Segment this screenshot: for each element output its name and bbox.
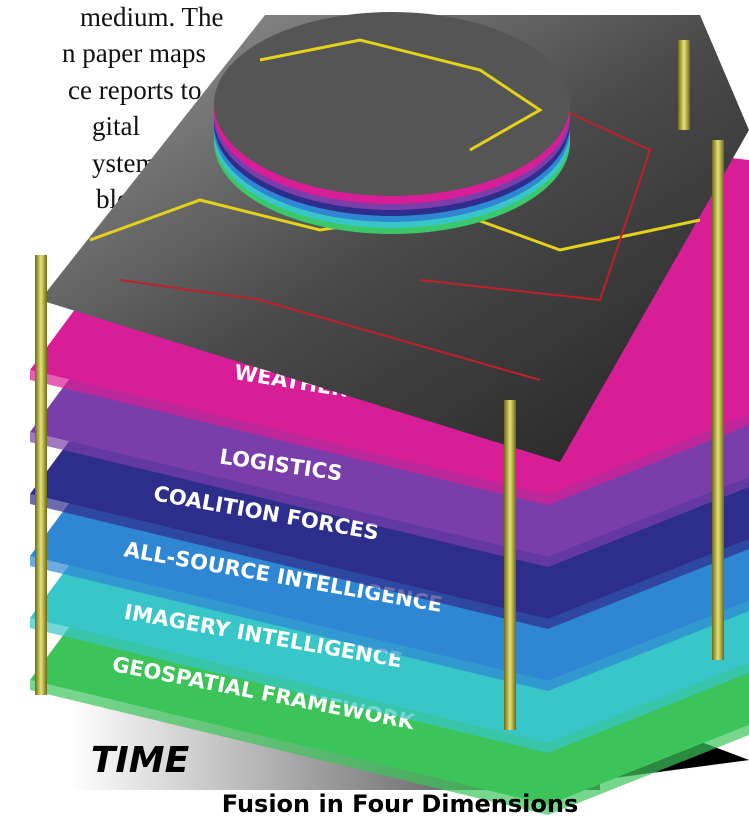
cylinder — [214, 12, 570, 234]
body-text-line: medium. The — [80, 2, 223, 32]
time-label: TIME — [91, 740, 190, 781]
posts — [35, 40, 724, 730]
vector-overlay — [119, 279, 541, 381]
body-text-line: ce reports to — [68, 75, 201, 105]
body-text-line: n paper maps — [62, 38, 206, 68]
caption: Fusion in Four Dimensions — [222, 790, 578, 818]
body-text-line: gital — [92, 111, 140, 141]
